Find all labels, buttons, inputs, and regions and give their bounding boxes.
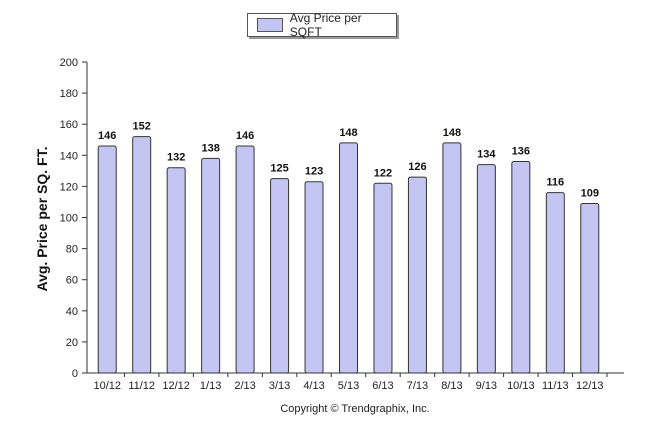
data-label: 138 [201, 142, 219, 154]
y-tick-label: 160 [60, 119, 78, 131]
x-tick-label: 3/13 [269, 380, 290, 392]
data-label: 125 [270, 163, 288, 175]
data-label: 146 [98, 130, 116, 142]
data-label: 134 [477, 149, 496, 161]
bar-2-13 [235, 145, 255, 374]
bar-7-13 [407, 176, 427, 374]
x-tick-label: 6/13 [372, 380, 393, 392]
data-label: 123 [305, 166, 323, 178]
bar-11-13 [545, 192, 565, 374]
y-tick-label: 200 [60, 57, 78, 69]
data-label: 116 [546, 177, 564, 189]
x-tick-label: 11/12 [128, 380, 155, 392]
bar-8-13 [442, 142, 462, 374]
x-tick-label: 7/13 [407, 380, 428, 392]
x-tick-label: 10/13 [507, 380, 535, 392]
y-tick-label: 20 [66, 337, 78, 349]
x-tick-label: 11/13 [542, 380, 569, 392]
data-label: 132 [167, 152, 185, 164]
y-tick-label: 40 [66, 306, 78, 318]
x-tick-label: 1/13 [200, 380, 221, 392]
y-tick-label: 180 [60, 88, 78, 100]
x-tick-label: 8/13 [441, 380, 462, 392]
x-tick-label: 9/13 [476, 380, 497, 392]
data-label: 109 [581, 188, 599, 200]
bar-3-13 [270, 178, 290, 374]
bar-10-13 [511, 161, 531, 374]
bar-12-12 [166, 167, 186, 374]
bar-11-12 [132, 136, 152, 374]
data-label: 136 [512, 146, 530, 158]
x-tick-label: 12/12 [162, 380, 190, 392]
data-label: 146 [236, 130, 254, 142]
bar-5-13 [339, 142, 358, 374]
y-tick-label: 140 [60, 150, 78, 162]
legend-label: Avg Price per SQFT [289, 11, 362, 39]
data-label: 148 [339, 127, 357, 139]
y-tick-label: 100 [60, 213, 78, 225]
y-tick-label: 60 [66, 275, 78, 287]
x-tick-label: 2/13 [234, 380, 255, 392]
data-label: 152 [133, 121, 151, 133]
chart-legend: Avg Price per SQFT [247, 11, 397, 39]
bar-10-12 [97, 145, 117, 374]
x-tick-label: 5/13 [338, 380, 359, 392]
data-label: 148 [443, 127, 461, 139]
y-tick-label: 0 [72, 368, 78, 380]
bar-1-13 [201, 157, 221, 374]
bar-4-13 [304, 181, 324, 374]
y-tick-label: 80 [66, 244, 78, 256]
data-label: 122 [374, 167, 392, 179]
y-tick-label: 120 [60, 181, 78, 193]
copyright-footer: Copyright © Trendgraphix, Inc. [280, 403, 430, 415]
x-tick-label: 10/12 [93, 380, 121, 392]
x-tick-label: 4/13 [303, 380, 324, 392]
legend-swatch [257, 18, 283, 32]
bar-12-13 [580, 203, 600, 374]
data-label: 126 [408, 161, 426, 173]
x-tick-label: 12/13 [576, 380, 604, 392]
bar-9-13 [476, 164, 496, 374]
bar-6-13 [373, 182, 393, 374]
